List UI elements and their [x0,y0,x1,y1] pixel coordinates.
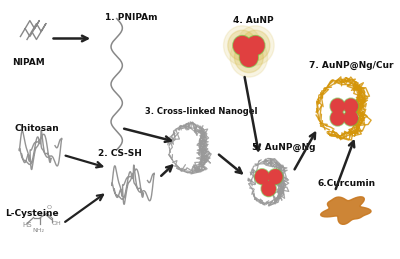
Circle shape [240,48,257,66]
Circle shape [233,35,252,55]
Text: O: O [46,205,51,210]
Text: Chitosan: Chitosan [14,124,59,133]
Circle shape [269,170,282,184]
Circle shape [343,110,358,126]
Text: 2. CS-SH: 2. CS-SH [98,149,142,158]
Circle shape [230,38,268,77]
Circle shape [234,37,251,54]
Circle shape [331,99,344,113]
Text: 6.Curcumin: 6.Curcumin [317,179,375,188]
Circle shape [330,98,345,114]
Text: NIPAM: NIPAM [12,58,45,67]
Circle shape [261,181,276,197]
Circle shape [246,35,265,55]
Polygon shape [321,197,371,224]
Circle shape [343,98,358,114]
Text: OH: OH [52,221,61,226]
Circle shape [344,99,358,113]
Circle shape [344,111,358,125]
Circle shape [241,30,270,61]
Text: 5. AuNP@Ng: 5. AuNP@Ng [252,143,316,152]
Circle shape [234,42,263,73]
Text: HS: HS [22,222,32,228]
Text: 1. PNIPAm: 1. PNIPAm [105,13,157,22]
Circle shape [268,169,283,185]
Circle shape [256,170,269,184]
Text: 4. AuNP: 4. AuNP [233,16,274,25]
Text: L-Cysteine: L-Cysteine [5,208,58,218]
Text: NH₂: NH₂ [32,228,44,233]
Circle shape [262,182,275,196]
Circle shape [247,37,264,54]
Circle shape [331,111,344,125]
Circle shape [237,26,274,65]
Circle shape [224,26,261,65]
Circle shape [330,110,345,126]
Circle shape [254,169,270,185]
Circle shape [240,47,258,67]
Text: 7. AuNP@Ng/Cur: 7. AuNP@Ng/Cur [308,61,393,70]
Text: 3. Cross-linked Nanogel: 3. Cross-linked Nanogel [146,107,258,116]
Circle shape [228,30,257,61]
